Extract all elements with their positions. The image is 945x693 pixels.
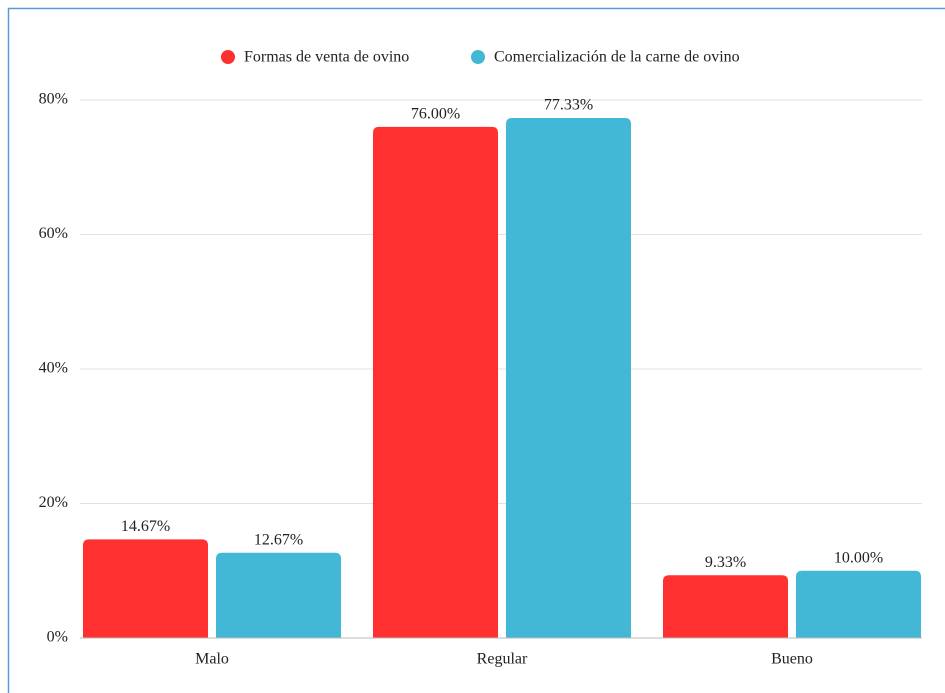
x-tick-label: Regular <box>477 651 528 668</box>
value-label: 10.00% <box>834 549 883 566</box>
legend-swatch <box>471 50 485 64</box>
legend-label: Formas de venta de ovino <box>244 49 409 66</box>
bar <box>83 539 208 638</box>
y-tick-label: 0% <box>47 629 68 646</box>
bar <box>663 575 788 638</box>
legend-label: Comercialización de la carne de ovino <box>494 49 740 66</box>
y-tick-label: 80% <box>39 91 68 108</box>
value-label: 9.33% <box>705 554 746 571</box>
x-tick-label: Malo <box>195 651 229 668</box>
y-tick-label: 60% <box>39 225 68 242</box>
legend-swatch <box>221 50 235 64</box>
bar <box>373 126 498 639</box>
value-label: 76.00% <box>411 106 460 123</box>
frame <box>7 7 945 693</box>
bar <box>506 117 631 638</box>
value-label: 77.33% <box>544 97 593 114</box>
y-tick-label: 20% <box>39 494 68 511</box>
y-tick-label: 40% <box>39 360 68 377</box>
bar <box>796 570 921 638</box>
value-label: 12.67% <box>254 531 303 548</box>
value-label: 14.67% <box>121 518 170 535</box>
bar <box>216 552 341 638</box>
x-tick-label: Bueno <box>771 651 813 668</box>
